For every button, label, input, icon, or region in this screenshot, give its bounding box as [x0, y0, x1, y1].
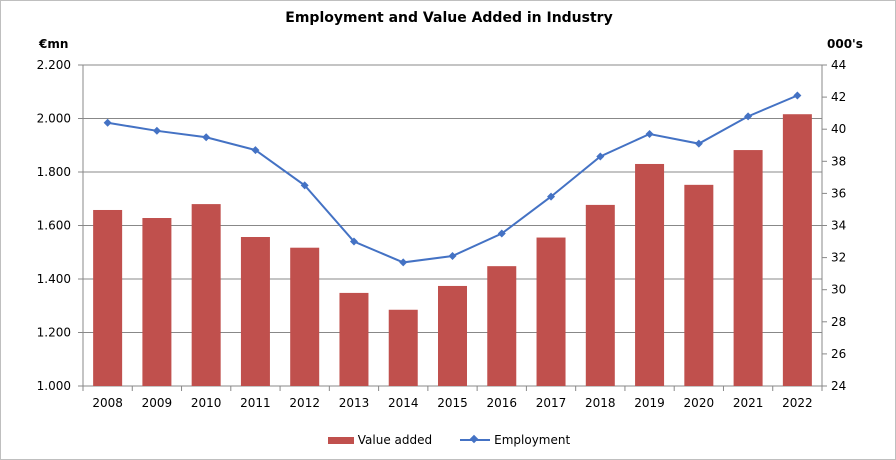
bar-value-added [733, 150, 763, 386]
bar-value-added [684, 184, 714, 386]
legend-item-value-added: Value added [327, 433, 433, 447]
x-axis-tick-label: 2010 [191, 396, 222, 410]
right-axis-tick-label: 40 [831, 122, 846, 136]
employment-marker [448, 251, 457, 260]
right-axis-tick-label: 34 [831, 219, 846, 233]
x-axis-tick-label: 2021 [733, 396, 764, 410]
employment-marker [300, 181, 309, 190]
x-axis-tick-label: 2015 [437, 396, 468, 410]
right-axis-tick-label: 26 [831, 347, 846, 361]
bar-value-added [635, 163, 665, 386]
x-axis-tick-label: 2022 [782, 396, 813, 410]
employment-marker [547, 192, 556, 201]
bar-value-added [585, 204, 615, 386]
right-axis-tick-label: 38 [831, 154, 846, 168]
legend-swatch-value-added [327, 436, 354, 444]
x-axis-tick-label: 2019 [634, 396, 665, 410]
right-axis-unit: 000's [827, 37, 863, 51]
x-axis-tick-label: 2011 [240, 396, 271, 410]
bar-value-added [142, 218, 172, 386]
right-axis-tick-label: 44 [831, 58, 846, 72]
legend-item-employment: Employment [460, 433, 570, 447]
legend-label-value-added: Value added [357, 433, 433, 447]
employment-marker [349, 237, 358, 246]
bar-value-added [240, 237, 270, 386]
bar-value-added [388, 309, 418, 386]
left-axis-tick-label: 1.200 [37, 326, 71, 340]
bar-value-added [536, 237, 566, 386]
employment-marker [497, 229, 506, 238]
bar-value-added [290, 247, 320, 386]
x-axis-tick-label: 2009 [142, 396, 173, 410]
left-axis-tick-label: 1.600 [37, 219, 71, 233]
right-axis-tick-label: 36 [831, 186, 846, 200]
bar-value-added [782, 114, 812, 386]
right-axis-tick-label: 32 [831, 251, 846, 265]
legend: Value added Employment [1, 433, 896, 447]
legend-label-employment: Employment [494, 433, 571, 447]
bar-value-added [438, 285, 467, 386]
right-axis-tick-label: 42 [831, 90, 846, 104]
employment-marker [694, 139, 703, 148]
left-axis-tick-label: 1.000 [37, 379, 71, 393]
x-axis-tick-label: 2020 [684, 396, 715, 410]
x-axis-tick-label: 2018 [585, 396, 616, 410]
employment-marker [793, 91, 802, 100]
right-axis-tick-label: 28 [831, 315, 846, 329]
left-axis-unit: €mn [39, 37, 69, 51]
right-axis-tick-label: 30 [831, 283, 846, 297]
left-axis-tick-label: 1.800 [37, 165, 71, 179]
bar-value-added [487, 266, 517, 386]
employment-marker [645, 130, 654, 139]
x-axis-tick-label: 2013 [339, 396, 370, 410]
x-axis-tick-label: 2014 [388, 396, 419, 410]
bar-value-added [191, 204, 221, 386]
right-axis-tick-label: 24 [831, 379, 846, 393]
bar-value-added [339, 292, 369, 386]
employment-marker [202, 133, 211, 142]
left-axis-tick-label: 2.200 [37, 58, 71, 72]
left-axis-tick-label: 1.400 [37, 272, 71, 286]
x-axis-tick-label: 2008 [92, 396, 123, 410]
legend-swatch-employment [460, 435, 491, 445]
chart-title: Employment and Value Added in Industry [285, 10, 613, 26]
x-axis-tick-label: 2012 [289, 396, 320, 410]
chart-plot: 1.000 1.200 1.400 1.600 1.800 2.000 2.200 24 26 2… [37, 58, 847, 410]
x-axis-tick-label: 2016 [486, 396, 517, 410]
employment-marker [103, 118, 112, 127]
employment-marker [251, 146, 260, 155]
employment-marker [399, 258, 408, 267]
employment-marker [744, 112, 753, 121]
employment-marker [596, 152, 605, 161]
x-axis-tick-label: 2017 [536, 396, 567, 410]
left-axis-tick-label: 2.000 [37, 112, 71, 126]
employment-marker [152, 126, 161, 135]
bar-value-added [93, 209, 123, 386]
